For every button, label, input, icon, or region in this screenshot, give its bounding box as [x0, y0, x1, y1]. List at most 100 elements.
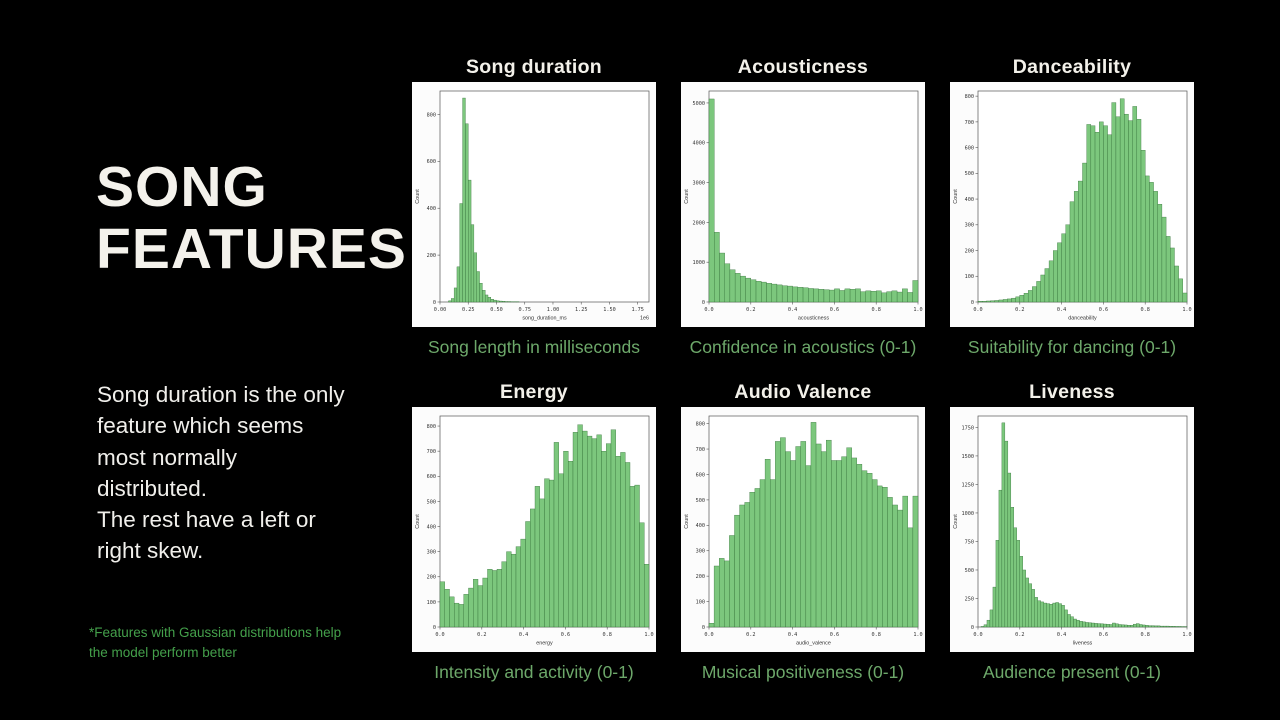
svg-text:400: 400	[427, 206, 436, 212]
svg-text:0.6: 0.6	[830, 632, 839, 638]
svg-text:0.8: 0.8	[1141, 632, 1150, 638]
body-text-line: right skew.	[97, 538, 204, 564]
svg-text:1250: 1250	[962, 482, 975, 488]
svg-text:danceability: danceability	[1068, 316, 1097, 322]
svg-text:0.2: 0.2	[1015, 307, 1024, 313]
svg-text:0.8: 0.8	[872, 632, 881, 638]
svg-text:0.00: 0.00	[434, 307, 447, 313]
svg-text:1.0: 1.0	[913, 307, 922, 313]
svg-text:0.0: 0.0	[435, 632, 444, 638]
svg-text:Count: Count	[953, 514, 959, 529]
svg-text:0: 0	[702, 625, 705, 631]
svg-text:0.2: 0.2	[477, 632, 486, 638]
svg-text:liveness: liveness	[1073, 641, 1093, 647]
svg-text:0.0: 0.0	[973, 632, 982, 638]
footnote-line: *Features with Gaussian distributions he…	[89, 625, 342, 640]
svg-text:0: 0	[971, 625, 974, 631]
slide-title: SONG FEATURES	[96, 156, 407, 280]
svg-text:300: 300	[965, 223, 974, 229]
body-text-line: The rest have a left or	[97, 507, 316, 533]
footnote-line: the model perform better	[89, 645, 237, 660]
svg-text:500: 500	[696, 498, 705, 504]
chart-cell-audio-valence: Audio Valence 0 100 200 300 400 500 600 700 800 0…	[681, 379, 925, 695]
svg-text:0.4: 0.4	[519, 632, 528, 638]
svg-text:acousticness: acousticness	[798, 316, 829, 322]
svg-text:energy: energy	[536, 641, 553, 647]
svg-text:0.8: 0.8	[872, 307, 881, 313]
svg-text:0: 0	[433, 300, 436, 306]
histogram-acousticness: 0 1000 2000 3000 4000 5000 0.0 0.2 0.4 0.6 0.8 1.0 a…	[681, 82, 925, 327]
histogram-song-duration: 0 200 400 600 800 0.00 0.25 0.50 0.75 1.00 1.25 1.5…	[412, 82, 656, 327]
svg-text:800: 800	[427, 424, 436, 430]
svg-text:600: 600	[427, 474, 436, 480]
svg-text:0.50: 0.50	[490, 307, 503, 313]
svg-text:0.8: 0.8	[603, 632, 612, 638]
svg-text:1500: 1500	[962, 454, 975, 460]
svg-text:300: 300	[696, 549, 705, 555]
svg-text:0.4: 0.4	[1057, 307, 1066, 313]
svg-text:Count: Count	[953, 189, 959, 204]
svg-text:1.50: 1.50	[603, 307, 616, 313]
chart-title: Acousticness	[737, 56, 869, 78]
chart-caption: Intensity and activity (0-1)	[434, 662, 634, 682]
svg-text:4000: 4000	[693, 141, 706, 147]
charts-grid: Song duration 0 200 400 600 800 0.00 0.25 0.50 0…	[412, 54, 1195, 695]
svg-text:3000: 3000	[693, 180, 706, 186]
svg-text:700: 700	[696, 447, 705, 453]
svg-text:100: 100	[965, 274, 974, 280]
svg-text:1000: 1000	[693, 260, 706, 266]
svg-text:300: 300	[427, 550, 436, 556]
svg-text:0.75: 0.75	[518, 307, 531, 313]
svg-text:1000: 1000	[962, 511, 975, 517]
svg-text:1.00: 1.00	[547, 307, 560, 313]
svg-text:600: 600	[427, 159, 436, 165]
svg-text:5000: 5000	[693, 101, 706, 107]
svg-text:500: 500	[965, 171, 974, 177]
svg-text:song_duration_ms: song_duration_ms	[522, 316, 567, 322]
svg-text:600: 600	[965, 146, 974, 152]
body-text-line: feature which seems	[97, 413, 304, 439]
svg-text:700: 700	[427, 449, 436, 455]
chart-cell-energy: Energy 0 100 200 300 400 500 600 700 800 0.0 0.2 0.…	[412, 379, 656, 695]
svg-text:0.8: 0.8	[1141, 307, 1150, 313]
svg-text:1.25: 1.25	[575, 307, 588, 313]
svg-text:0.2: 0.2	[746, 307, 755, 313]
chart-caption: Suitability for dancing (0-1)	[967, 337, 1177, 357]
svg-text:1.0: 1.0	[644, 632, 653, 638]
svg-text:0.6: 0.6	[1099, 307, 1108, 313]
chart-caption: Confidence in acoustics (0-1)	[689, 337, 917, 357]
slide-title-line2: FEATURES	[96, 217, 407, 281]
body-text-line: distributed.	[97, 475, 208, 501]
svg-text:Count: Count	[415, 189, 421, 204]
svg-text:0.4: 0.4	[1057, 632, 1066, 638]
histogram-liveness: 0 250 500 750 1000 1250 1500 1750 0.0 0.2 0.4 0.6 0.…	[950, 407, 1194, 652]
svg-text:0.6: 0.6	[1099, 632, 1108, 638]
svg-text:500: 500	[427, 499, 436, 505]
svg-text:200: 200	[696, 574, 705, 580]
footnote: *Features with Gaussian distributions he…	[89, 623, 341, 663]
svg-text:0.4: 0.4	[788, 307, 797, 313]
svg-text:700: 700	[965, 120, 974, 126]
svg-text:600: 600	[696, 472, 705, 478]
svg-text:800: 800	[965, 94, 974, 100]
chart-title: Song duration	[465, 56, 603, 78]
svg-text:750: 750	[965, 539, 974, 545]
svg-text:0.0: 0.0	[704, 307, 713, 313]
body-text-line: most normally	[97, 444, 238, 470]
svg-text:800: 800	[427, 112, 436, 118]
chart-cell-song-duration: Song duration 0 200 400 600 800 0.00 0.25 0.50 0…	[412, 54, 656, 370]
svg-text:400: 400	[427, 524, 436, 530]
chart-title: Liveness	[1029, 381, 1115, 403]
svg-text:0.25: 0.25	[462, 307, 475, 313]
svg-text:0: 0	[702, 300, 705, 306]
svg-text:0.6: 0.6	[561, 632, 570, 638]
svg-text:2000: 2000	[693, 220, 706, 226]
svg-text:400: 400	[965, 197, 974, 203]
svg-text:1.75: 1.75	[631, 307, 644, 313]
histogram-energy: 0 100 200 300 400 500 600 700 800 0.0 0.2 0.4 0.6 0.8…	[412, 407, 656, 652]
chart-caption: Musical positiveness (0-1)	[701, 662, 905, 682]
svg-text:0.6: 0.6	[830, 307, 839, 313]
svg-text:1.0: 1.0	[913, 632, 922, 638]
slide-title-line1: SONG	[96, 155, 268, 219]
chart-cell-acousticness: Acousticness 0 1000 2000 3000 4000 5000 0.0 0.2…	[681, 54, 925, 370]
